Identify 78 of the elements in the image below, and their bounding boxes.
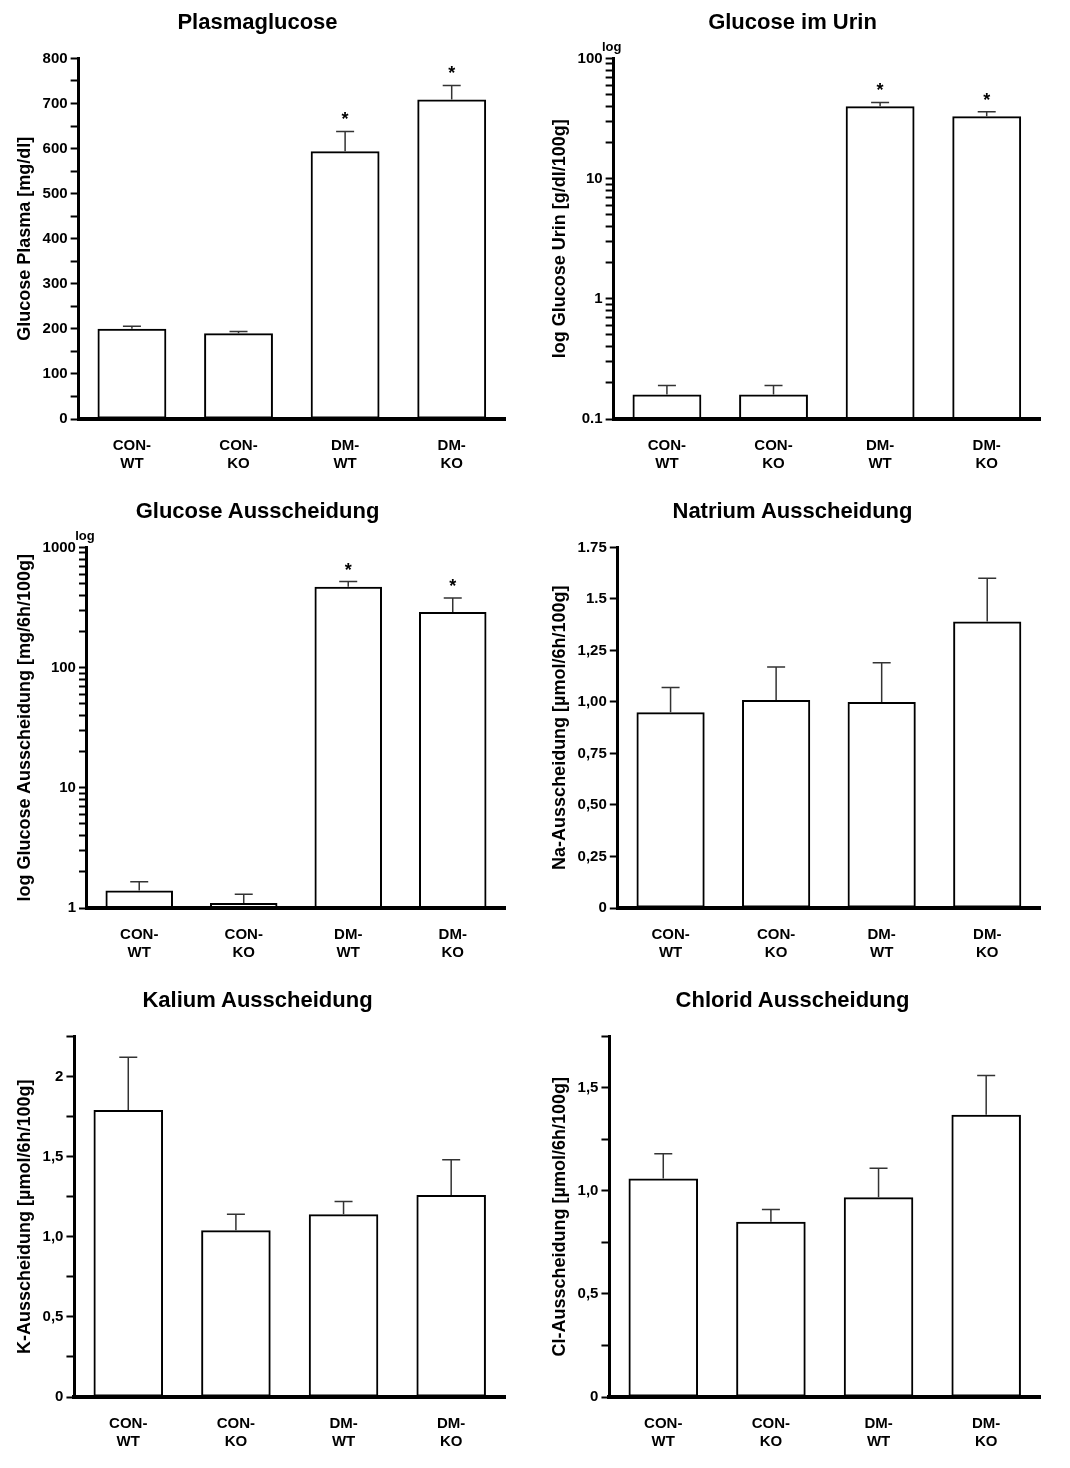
annotation: *: [341, 109, 349, 130]
annotation: *: [449, 575, 457, 596]
text: log: [75, 528, 95, 544]
annotation: *: [876, 80, 884, 101]
y-tick-label: 300: [42, 273, 68, 291]
x-tick-label: DM-KO: [972, 1414, 1001, 1450]
y-tick-label: 2: [55, 1066, 64, 1084]
y-tick-label: 1,5: [42, 1146, 64, 1164]
y-tick-label: 0,25: [577, 846, 607, 864]
y-tick-label: 100: [50, 657, 76, 675]
y-tick-label: 1,00: [577, 692, 607, 710]
chart-title: Kalium Ausscheidung: [142, 987, 373, 1013]
x-tick-label: DM-WT: [334, 925, 363, 961]
annotation: *: [448, 63, 456, 84]
chart-title: Natrium Ausscheidung: [672, 498, 913, 524]
x-tick-label: CON-KO: [216, 1414, 256, 1450]
x-tick-label: DM-WT: [865, 436, 895, 472]
x-tick-label: CON-WT: [112, 436, 152, 472]
y-axis-title: K-Ausscheidung [µmol/6h/100g]: [13, 1079, 34, 1354]
chart-title: Chlorid Ausscheidung: [675, 987, 910, 1013]
y-tick-label: 1.75: [577, 537, 607, 555]
x-tick-label: CON-WT: [647, 436, 687, 472]
y-axis-title: log Glucose Ausscheidung [mg/6h/100g]: [13, 554, 34, 902]
y-tick-label: 1.5: [585, 589, 607, 607]
y-tick-label: 0,50: [577, 795, 607, 813]
x-tick-label: CON-WT: [644, 1414, 683, 1450]
y-tick-label: 0,5: [42, 1307, 64, 1325]
x-tick-label: CON-KO: [224, 925, 263, 961]
y-tick-label: 1,25: [577, 640, 607, 658]
y-tick-label: 700: [42, 93, 68, 111]
x-tick-label: DM-WT: [864, 1414, 893, 1450]
y-axis-title: Cl-Ausscheidung [µmol/6h/100g]: [548, 1077, 569, 1357]
x-tick-label: CON-WT: [651, 925, 690, 961]
y-tick-label: 0,5: [577, 1284, 599, 1302]
annotation: *: [983, 89, 991, 110]
chart-title: Plasmaglucose: [177, 9, 338, 35]
x-tick-label: DM-KO: [437, 436, 466, 472]
x-tick-label: DM-WT: [329, 1414, 358, 1450]
y-tick-label: 1: [594, 288, 603, 306]
x-tick-label: DM-WT: [330, 436, 360, 472]
y-tick-label: 1,5: [577, 1078, 599, 1096]
y-tick-label: 10: [585, 168, 603, 186]
x-tick-label: CON-KO: [754, 436, 793, 472]
y-tick-label: 1,0: [577, 1181, 599, 1199]
x-tick-label: DM-KO: [438, 925, 467, 961]
x-tick-label: DM-WT: [867, 925, 896, 961]
y-axis-title: Na-Ausscheidung [µmol/6h/100g]: [548, 585, 569, 870]
text: log: [601, 39, 622, 55]
x-tick-label: DM-KO: [973, 925, 1002, 961]
y-tick-label: 0: [59, 409, 68, 427]
y-tick-label: 800: [42, 48, 68, 66]
y-tick-label: 600: [42, 138, 68, 156]
y-tick-label: 1: [67, 898, 76, 916]
y-tick-label: 100: [577, 48, 603, 66]
y-axis-title: log Glucose Urin [g/dl/100g]: [548, 119, 569, 359]
x-tick-label: CON-KO: [756, 925, 796, 961]
y-axis-title: Glucose Plasma [mg/dl]: [13, 136, 34, 341]
x-tick-label: DM-KO: [972, 436, 1001, 472]
y-tick-label: 10: [59, 777, 76, 795]
y-tick-label: 1000: [42, 537, 76, 555]
y-tick-label: 200: [42, 318, 68, 336]
x-tick-label: CON-KO: [751, 1414, 791, 1450]
y-tick-label: 0: [590, 1387, 599, 1405]
y-tick-label: 0.1: [581, 409, 603, 427]
x-tick-label: CON-WT: [120, 925, 159, 961]
x-tick-label: DM-KO: [437, 1414, 466, 1450]
y-tick-label: 0,75: [577, 743, 607, 761]
chart-title: Glucose im Urin: [708, 9, 877, 35]
y-tick-label: 1,0: [42, 1226, 64, 1244]
annotation: *: [344, 559, 352, 580]
y-tick-label: 500: [42, 183, 68, 201]
x-tick-label: CON-KO: [219, 436, 258, 472]
y-tick-label: 100: [42, 364, 68, 382]
chart-title: Glucose Ausscheidung: [135, 498, 380, 524]
x-tick-label: CON-WT: [109, 1414, 148, 1450]
y-tick-label: 0: [55, 1387, 64, 1405]
y-tick-label: 400: [42, 228, 68, 246]
y-tick-label: 0: [598, 898, 607, 916]
